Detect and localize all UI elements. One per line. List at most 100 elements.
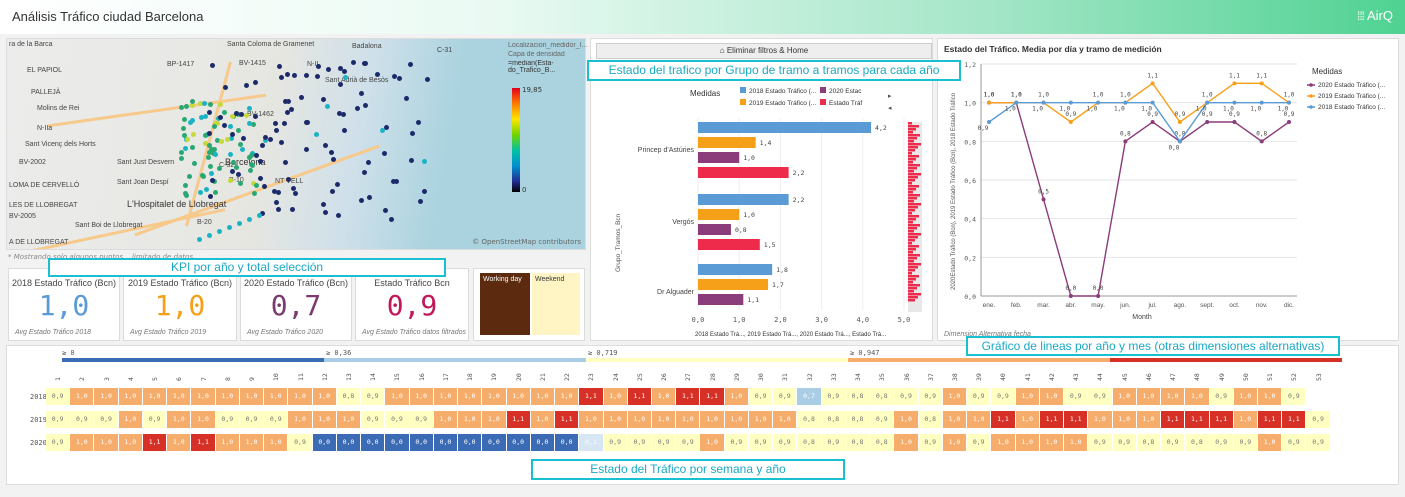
heatmap-cell[interactable]: 1,0 [894, 434, 918, 451]
map-point[interactable] [288, 106, 294, 112]
map-point[interactable] [336, 213, 342, 219]
heatmap-cell[interactable]: 0,9 [652, 434, 676, 451]
map-point[interactable] [278, 139, 284, 145]
heatmap-cell[interactable]: 0,8 [870, 434, 894, 451]
map-point[interactable] [251, 121, 257, 127]
map-point[interactable] [383, 124, 389, 130]
map-point[interactable] [239, 111, 245, 117]
heatmap-cell[interactable]: 1,0 [1015, 411, 1039, 428]
map-point[interactable] [422, 189, 428, 195]
map-point[interactable] [315, 73, 321, 79]
map-point[interactable] [379, 127, 385, 133]
map-point[interactable] [382, 207, 388, 213]
bar-chart[interactable]: Medidas 2018 Estado Tráfico (... 2020 Esta… [590, 82, 933, 342]
map-point[interactable] [331, 156, 337, 162]
heatmap-cell[interactable]: 0,8 [821, 411, 845, 428]
reset-filters-button[interactable]: ⌂ Eliminar filtros & Home [596, 43, 932, 59]
map-point[interactable] [199, 115, 205, 121]
heatmap-cell[interactable]: 0,9 [1282, 434, 1306, 451]
map-panel[interactable]: ra de la Barca Santa Coloma de Gramenet Ba… [6, 38, 586, 250]
map-point[interactable] [243, 82, 249, 88]
heatmap-cell[interactable]: 0,9 [1112, 434, 1136, 451]
heatmap-cell[interactable]: 0,9 [894, 388, 918, 405]
heatmap-cell[interactable]: 1,0 [1015, 434, 1039, 451]
map-point[interactable] [425, 77, 431, 83]
map-point[interactable] [409, 158, 415, 164]
map-point[interactable] [325, 103, 331, 109]
map-point[interactable] [341, 112, 347, 118]
heatmap-cell[interactable]: 0,8 [336, 388, 361, 405]
map-point[interactable] [359, 91, 365, 97]
heatmap-cell[interactable]: 1,0 [142, 388, 167, 405]
heatmap-cell[interactable]: 0,9 [361, 388, 385, 405]
map-point[interactable] [249, 163, 255, 169]
heatmap-cell[interactable]: 1,0 [239, 388, 264, 405]
heatmap-cell[interactable]: 1,1 [142, 434, 167, 451]
map-point[interactable] [367, 195, 373, 201]
heatmap-cell[interactable]: 0,0 [361, 434, 385, 451]
heatmap-cell[interactable]: 0,9 [288, 434, 312, 451]
map-point[interactable] [271, 188, 277, 194]
heatmap-cell[interactable]: 1,0 [288, 411, 312, 428]
map-point[interactable] [362, 103, 368, 109]
heatmap-cell[interactable]: 0,9 [1088, 434, 1112, 451]
heatmap-cell[interactable]: 0,0 [458, 434, 482, 451]
map-point[interactable] [408, 62, 413, 68]
kpi-card[interactable]: Estado Tráfico Bcn 0,9 Avg Estado Tráfico … [355, 268, 469, 341]
heatmap-cell[interactable]: 0,9 [46, 411, 70, 428]
map-point[interactable] [202, 140, 208, 146]
heatmap-cell[interactable]: 1,0 [700, 434, 724, 451]
map-point[interactable] [229, 113, 235, 119]
map-point[interactable] [321, 97, 327, 103]
heatmap-cell[interactable]: 0,9 [918, 388, 942, 405]
map-point[interactable] [260, 142, 266, 148]
heatmap-cell[interactable]: 1,0 [942, 434, 967, 451]
map-point[interactable] [314, 132, 320, 138]
map-point[interactable] [181, 125, 187, 131]
heatmap-cell[interactable]: 0,8 [797, 411, 821, 428]
heatmap-cell[interactable]: 1,0 [118, 434, 142, 451]
heatmap-cell[interactable]: 1,0 [676, 411, 700, 428]
heatmap-cell[interactable]: 1,0 [991, 434, 1015, 451]
map-point[interactable] [212, 189, 218, 195]
map-point[interactable] [187, 120, 193, 126]
map-point[interactable] [233, 111, 239, 117]
map-point[interactable] [284, 110, 290, 116]
map-point[interactable] [246, 120, 252, 126]
map-point[interactable] [190, 99, 196, 105]
heatmap-cell[interactable]: 1,0 [942, 388, 967, 405]
map-attribution[interactable]: © OpenStreetMap contributors [472, 238, 581, 246]
heatmap-cell[interactable]: 1,1 [555, 411, 579, 428]
map-point[interactable] [212, 124, 218, 130]
map-point[interactable] [253, 80, 259, 86]
heatmap-cell[interactable]: 0,9 [46, 388, 70, 405]
heatmap-cell[interactable]: 0,7 [797, 388, 821, 405]
map-point[interactable] [183, 191, 189, 197]
heatmap-cell[interactable]: 0,0 [336, 434, 361, 451]
map-point[interactable] [202, 101, 208, 107]
map-point[interactable] [215, 138, 221, 144]
map-point[interactable] [403, 95, 409, 101]
heatmap-cell[interactable]: 0,0 [555, 434, 579, 451]
heatmap-cell[interactable]: 1,0 [1015, 388, 1039, 405]
heatmap-cell[interactable]: 0,9 [627, 434, 651, 451]
heatmap-cell[interactable]: 1,0 [1112, 388, 1136, 405]
map-point[interactable] [179, 104, 185, 110]
heatmap-cell[interactable]: 1,0 [1112, 411, 1136, 428]
map-point[interactable] [219, 139, 225, 145]
map-point[interactable] [233, 165, 239, 171]
map-point[interactable] [217, 229, 222, 234]
map-point[interactable] [355, 106, 361, 112]
map-point[interactable] [254, 183, 260, 189]
map-point[interactable] [204, 187, 210, 193]
heatmap-cell[interactable]: 0,9 [821, 388, 845, 405]
heatmap-cell[interactable]: 0,9 [215, 411, 239, 428]
heatmap-cell[interactable]: 1,0 [1258, 388, 1282, 405]
heatmap-cell[interactable]: 1,0 [555, 388, 579, 405]
map-point[interactable] [325, 67, 331, 73]
map-point[interactable] [329, 189, 335, 195]
map-point[interactable] [410, 130, 416, 136]
map-point[interactable] [251, 180, 257, 186]
map-point[interactable] [390, 178, 396, 184]
heatmap-cell[interactable]: 0,0 [385, 434, 409, 451]
